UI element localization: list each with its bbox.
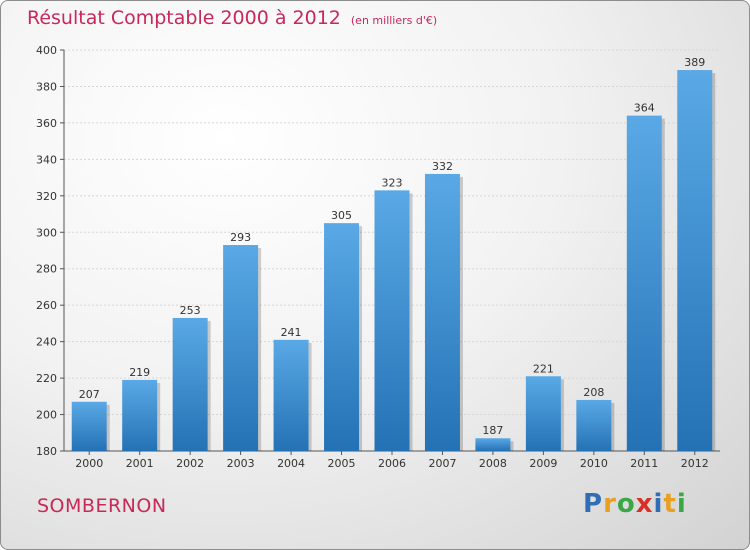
logo-letter: r — [603, 489, 617, 519]
x-tick-label: 2010 — [580, 457, 608, 470]
bar-value-label: 323 — [382, 176, 403, 189]
logo-letter: o — [616, 489, 636, 519]
bar-value-label: 364 — [634, 102, 655, 115]
x-tick-label: 2009 — [529, 457, 557, 470]
bar-shadow — [359, 226, 363, 451]
bar-value-label: 305 — [331, 209, 352, 222]
y-tick-label: 240 — [36, 336, 57, 349]
x-tick-label: 2000 — [75, 457, 103, 470]
x-tick-label: 2008 — [479, 457, 507, 470]
chart-title-main: Résultat Comptable 2000 à 2012 — [27, 7, 341, 29]
logo-letter: x — [635, 489, 654, 519]
bar-shadow — [459, 176, 463, 452]
chart-title: Résultat Comptable 2000 à 2012 (en millie… — [27, 7, 437, 29]
bar-2010 — [576, 399, 612, 451]
commune-name: SOMBERNON — [37, 495, 167, 517]
x-tick-label: 2003 — [227, 457, 255, 470]
bar-value-label: 293 — [230, 231, 251, 244]
bar-2007 — [424, 173, 460, 452]
logo-letter: P — [583, 489, 604, 519]
logo-letter: i — [653, 489, 664, 519]
bar-shadow — [157, 382, 161, 451]
bar-2009 — [525, 376, 561, 451]
bar-shadow — [712, 73, 716, 452]
bar-value-label: 253 — [180, 304, 201, 317]
y-tick-label: 200 — [36, 409, 57, 422]
bar-shadow — [258, 248, 262, 451]
bar-shadow — [611, 402, 615, 451]
bar-2011 — [626, 115, 662, 452]
bar-shadow — [510, 441, 514, 451]
x-tick-label: 2006 — [378, 457, 406, 470]
x-tick-label: 2011 — [630, 457, 658, 470]
bar-value-label: 241 — [281, 326, 302, 339]
y-tick-label: 320 — [36, 190, 57, 203]
y-tick-label: 180 — [36, 445, 57, 458]
bar-value-label: 208 — [583, 386, 604, 399]
bar-value-label: 389 — [684, 56, 705, 69]
y-tick-label: 220 — [36, 372, 57, 385]
bar-2004 — [273, 339, 309, 451]
bar-2012 — [677, 70, 713, 452]
logo-letter: t — [663, 489, 677, 519]
bar-2008 — [475, 438, 511, 451]
y-tick-label: 300 — [36, 226, 57, 239]
bar-2000 — [71, 401, 107, 451]
x-tick-label: 2012 — [681, 457, 709, 470]
proxiti-logo: Proxiti — [583, 489, 687, 519]
bar-2002 — [172, 317, 208, 451]
y-tick-label: 280 — [36, 263, 57, 276]
bars — [71, 70, 716, 452]
x-tick-label: 2001 — [126, 457, 154, 470]
bar-value-label: 219 — [129, 366, 150, 379]
bar-value-label: 332 — [432, 160, 453, 173]
bar-value-label: 207 — [79, 388, 100, 401]
bar-shadow — [409, 193, 413, 451]
bar-value-label: 221 — [533, 362, 554, 375]
labels: 180 200 220 240 260 280 300 320 340 360 380 400 207 2… — [36, 44, 709, 470]
y-tick-label: 340 — [36, 153, 57, 166]
y-tick-label: 400 — [36, 44, 57, 57]
y-tick-label: 360 — [36, 117, 57, 130]
bar-shadow — [661, 118, 665, 452]
bar-shadow — [106, 404, 110, 451]
bar-2005 — [324, 223, 360, 451]
bar-shadow — [308, 342, 312, 451]
bar-2006 — [374, 190, 410, 451]
bar-2001 — [122, 379, 158, 451]
bar-value-label: 187 — [482, 424, 503, 437]
x-tick-label: 2005 — [328, 457, 356, 470]
bar-shadow — [207, 320, 211, 451]
chart-title-unit: (en milliers d'€) — [350, 14, 438, 27]
x-tick-label: 2004 — [277, 457, 305, 470]
x-tick-label: 2007 — [428, 457, 456, 470]
x-tick-label: 2002 — [176, 457, 204, 470]
bar-shadow — [560, 379, 564, 451]
logo-letter: i — [676, 489, 687, 519]
y-tick-label: 380 — [36, 80, 57, 93]
y-tick-label: 260 — [36, 299, 57, 312]
bar-2003 — [223, 245, 259, 451]
